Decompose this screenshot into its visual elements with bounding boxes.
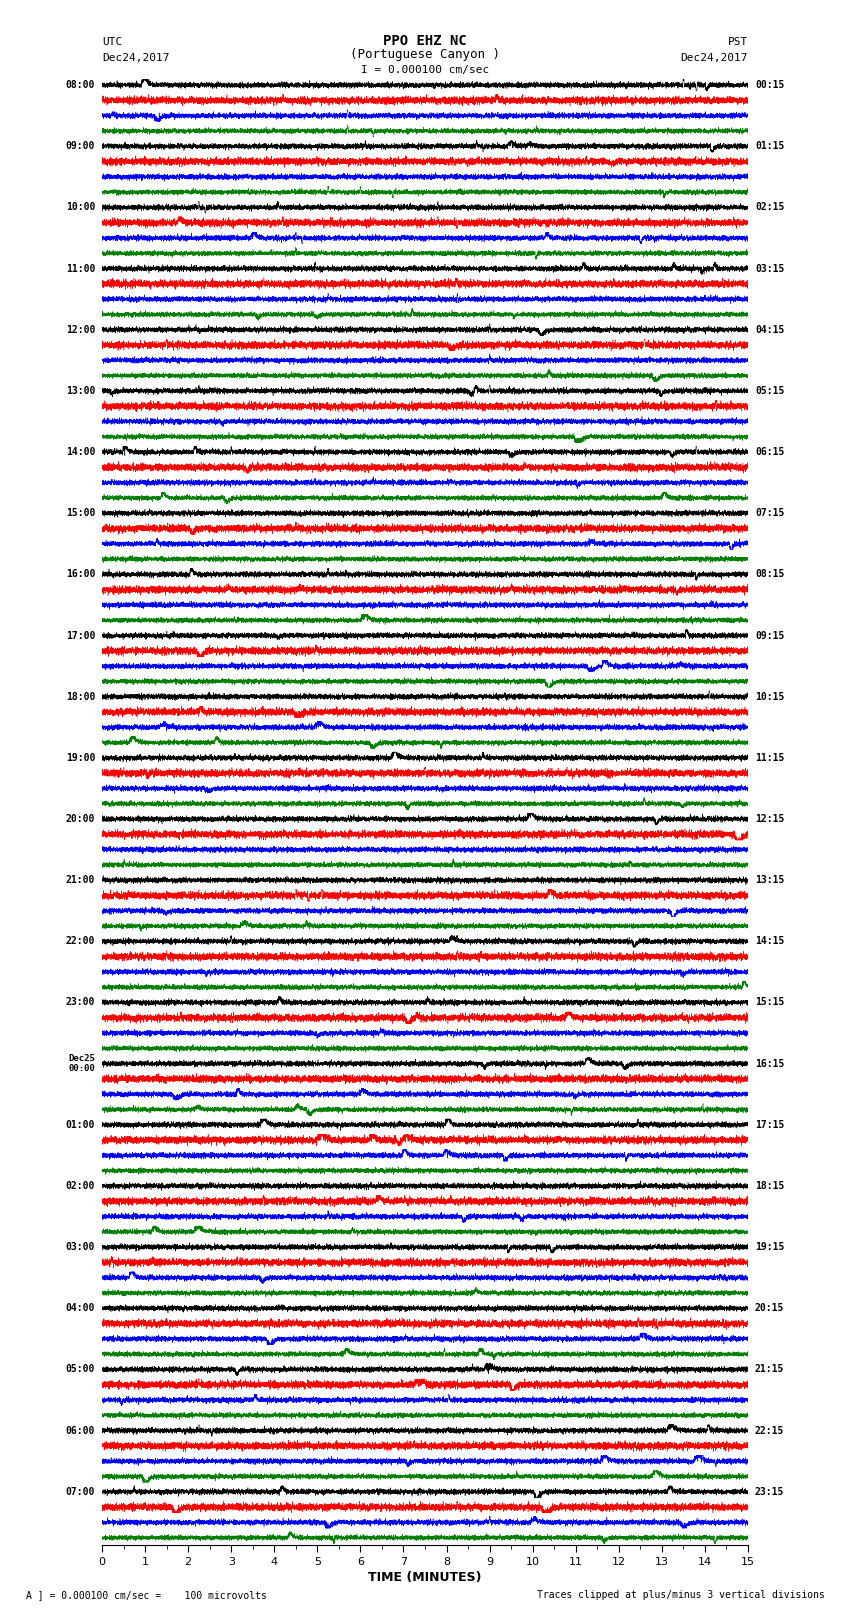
Text: 02:00: 02:00 [65, 1181, 95, 1190]
Text: 14:00: 14:00 [65, 447, 95, 456]
Text: 10:15: 10:15 [755, 692, 785, 702]
Text: 10:00: 10:00 [65, 202, 95, 213]
Text: 22:15: 22:15 [755, 1426, 785, 1436]
Text: 15:00: 15:00 [65, 508, 95, 518]
Text: 02:15: 02:15 [755, 202, 785, 213]
Text: 07:15: 07:15 [755, 508, 785, 518]
Text: 12:00: 12:00 [65, 324, 95, 336]
Text: 13:15: 13:15 [755, 876, 785, 886]
Text: 22:00: 22:00 [65, 936, 95, 947]
Text: I = 0.000100 cm/sec: I = 0.000100 cm/sec [361, 65, 489, 74]
Text: 13:00: 13:00 [65, 386, 95, 395]
Text: 17:15: 17:15 [755, 1119, 785, 1129]
Text: 08:00: 08:00 [65, 81, 95, 90]
Text: 23:00: 23:00 [65, 997, 95, 1008]
X-axis label: TIME (MINUTES): TIME (MINUTES) [368, 1571, 482, 1584]
Text: 23:15: 23:15 [755, 1487, 785, 1497]
Text: 06:00: 06:00 [65, 1426, 95, 1436]
Text: (Portuguese Canyon ): (Portuguese Canyon ) [350, 48, 500, 61]
Text: 16:15: 16:15 [755, 1058, 785, 1069]
Text: 11:15: 11:15 [755, 753, 785, 763]
Text: 04:15: 04:15 [755, 324, 785, 336]
Text: A ] = 0.000100 cm/sec =    100 microvolts: A ] = 0.000100 cm/sec = 100 microvolts [26, 1590, 266, 1600]
Text: UTC: UTC [102, 37, 122, 47]
Text: 21:00: 21:00 [65, 876, 95, 886]
Text: 01:15: 01:15 [755, 142, 785, 152]
Text: Dec25
00:00: Dec25 00:00 [68, 1053, 95, 1073]
Text: 06:15: 06:15 [755, 447, 785, 456]
Text: 17:00: 17:00 [65, 631, 95, 640]
Text: 21:15: 21:15 [755, 1365, 785, 1374]
Text: 09:15: 09:15 [755, 631, 785, 640]
Text: 15:15: 15:15 [755, 997, 785, 1008]
Text: Traces clipped at plus/minus 3 vertical divisions: Traces clipped at plus/minus 3 vertical … [536, 1590, 824, 1600]
Text: 08:15: 08:15 [755, 569, 785, 579]
Text: 11:00: 11:00 [65, 263, 95, 274]
Text: 07:00: 07:00 [65, 1487, 95, 1497]
Text: Dec24,2017: Dec24,2017 [681, 53, 748, 63]
Text: 12:15: 12:15 [755, 815, 785, 824]
Text: 19:15: 19:15 [755, 1242, 785, 1252]
Text: 18:15: 18:15 [755, 1181, 785, 1190]
Text: 03:15: 03:15 [755, 263, 785, 274]
Text: PST: PST [728, 37, 748, 47]
Text: 00:15: 00:15 [755, 81, 785, 90]
Text: 20:15: 20:15 [755, 1303, 785, 1313]
Text: 01:00: 01:00 [65, 1119, 95, 1129]
Text: 04:00: 04:00 [65, 1303, 95, 1313]
Text: PPO EHZ NC: PPO EHZ NC [383, 34, 467, 48]
Text: Dec24,2017: Dec24,2017 [102, 53, 169, 63]
Text: 19:00: 19:00 [65, 753, 95, 763]
Text: 16:00: 16:00 [65, 569, 95, 579]
Text: 09:00: 09:00 [65, 142, 95, 152]
Text: 14:15: 14:15 [755, 936, 785, 947]
Text: 03:00: 03:00 [65, 1242, 95, 1252]
Text: 18:00: 18:00 [65, 692, 95, 702]
Text: 20:00: 20:00 [65, 815, 95, 824]
Text: 05:00: 05:00 [65, 1365, 95, 1374]
Text: 05:15: 05:15 [755, 386, 785, 395]
